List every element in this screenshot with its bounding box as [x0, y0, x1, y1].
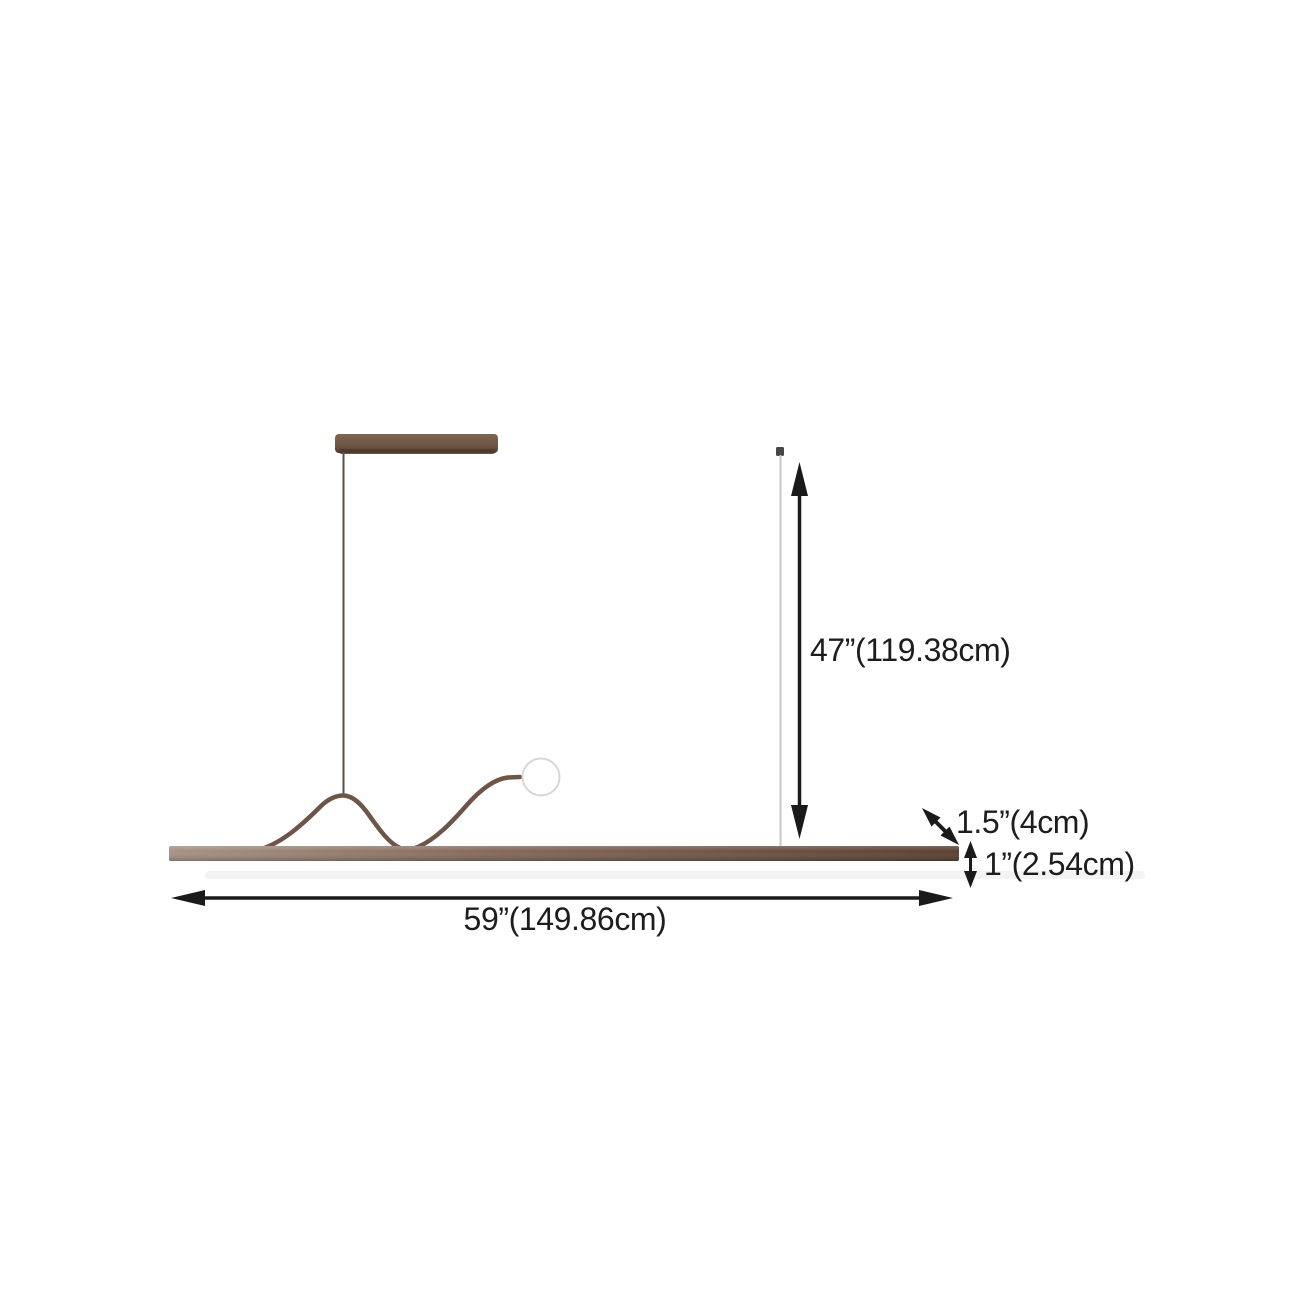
canopy-body — [335, 434, 498, 453]
depth-arrow-head-bottom — [940, 826, 959, 845]
thickness-arrow-head-top — [964, 841, 977, 858]
height-dimension-arrow — [791, 462, 808, 839]
depth-dimension-label: 1.5”(4cm) — [956, 804, 1089, 840]
light-bar — [169, 846, 959, 861]
length-arrow-head-right — [919, 890, 953, 906]
thickness-dimension-label: 1”(2.54cm) — [984, 846, 1135, 882]
length-arrow-head-left — [171, 890, 205, 906]
depth-arrow-head-top — [922, 808, 941, 827]
length-dimension-arrow — [171, 890, 953, 906]
bulb-sphere — [521, 757, 561, 797]
height-arrow-head-top — [791, 462, 808, 496]
bar-reflection — [205, 871, 1145, 879]
height-arrow-head-bottom — [791, 805, 808, 839]
depth-dimension-arrow — [922, 808, 959, 845]
height-dimension-label: 47”(119.38cm) — [810, 632, 1011, 668]
thickness-dimension-arrow — [964, 841, 977, 888]
length-dimension-label: 59”(149.86cm) — [464, 901, 667, 937]
decorative-tube — [258, 774, 523, 852]
wire-top-cap — [776, 447, 784, 456]
canopy-bottom-edge — [339, 449, 495, 454]
ceiling-canopy — [335, 434, 498, 454]
light-bar-shading — [169, 846, 959, 861]
thickness-arrow-head-bottom — [964, 871, 977, 888]
